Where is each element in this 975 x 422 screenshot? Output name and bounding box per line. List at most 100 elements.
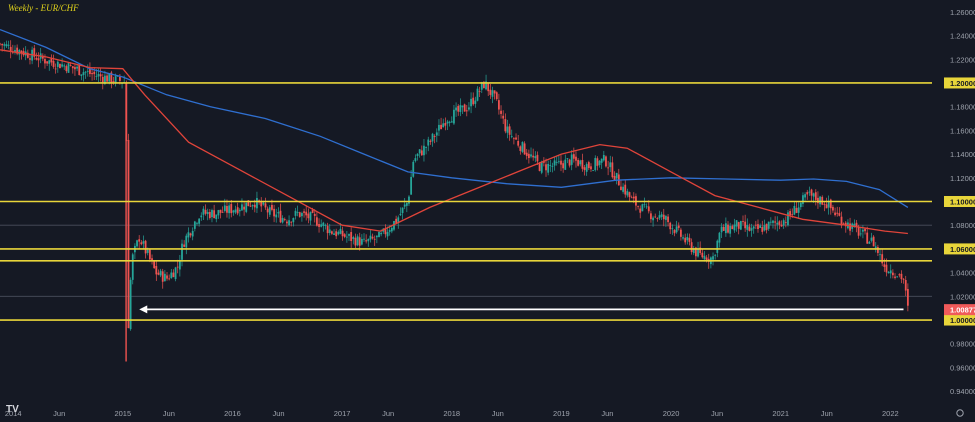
candle	[198, 217, 201, 227]
y-tick-label: 1.24000	[950, 32, 975, 41]
candle	[101, 73, 104, 90]
candle	[667, 213, 669, 227]
candle	[183, 240, 186, 248]
candle-body	[838, 213, 841, 216]
candle	[170, 269, 173, 279]
candle-body	[515, 137, 517, 140]
candle	[221, 206, 224, 213]
candle	[737, 221, 740, 235]
current-price-tag	[944, 304, 975, 316]
candle-body	[667, 216, 669, 223]
candle	[50, 54, 53, 66]
candle-body	[277, 212, 280, 214]
candle-body	[590, 166, 592, 170]
tradingview-logo: TV	[6, 404, 19, 415]
candle-body	[146, 249, 149, 253]
candle	[641, 203, 644, 212]
candle-body	[119, 76, 121, 81]
candle-body	[478, 90, 481, 92]
candle	[840, 211, 843, 229]
candle	[579, 159, 582, 167]
candle	[148, 248, 151, 263]
candle	[889, 264, 892, 279]
candle-body	[682, 237, 684, 239]
candle-body	[223, 205, 226, 211]
candle-body	[632, 196, 635, 199]
candle-body	[288, 220, 290, 226]
candle	[279, 203, 282, 224]
candle-body	[814, 192, 817, 200]
candle	[48, 59, 51, 71]
candle	[189, 232, 192, 238]
candle	[343, 233, 346, 239]
candle-body	[305, 211, 308, 216]
candle	[534, 151, 537, 163]
candle-body	[744, 221, 747, 229]
candle-body	[560, 160, 562, 165]
candle	[789, 208, 792, 220]
candle	[266, 206, 269, 219]
candle	[549, 159, 552, 173]
candle-body	[889, 270, 892, 274]
candle	[260, 197, 263, 212]
candle	[354, 233, 357, 248]
candle	[429, 139, 432, 145]
candle-body	[266, 208, 269, 213]
candle	[838, 207, 841, 217]
candle-body	[656, 218, 659, 219]
candle	[324, 223, 327, 230]
candle	[602, 150, 605, 162]
candle	[780, 220, 783, 227]
y-tick-label: 0.94000	[950, 387, 975, 396]
candle	[720, 223, 723, 238]
candle	[232, 209, 235, 216]
candle-body	[532, 155, 535, 158]
candle-body	[703, 255, 706, 260]
candle	[313, 209, 316, 223]
candle-body	[330, 231, 333, 234]
candle-body	[472, 97, 475, 105]
candle-body	[433, 136, 436, 138]
candle-body	[247, 200, 250, 207]
candle	[356, 234, 359, 247]
candle-body	[894, 276, 896, 278]
candle-body	[283, 219, 286, 221]
candle-body	[562, 163, 565, 169]
candle-body	[350, 232, 353, 242]
x-tick-label: 2019	[553, 409, 570, 418]
candle	[652, 215, 654, 227]
candle-body	[474, 100, 477, 104]
candle	[502, 110, 505, 125]
candle	[352, 235, 355, 245]
candle-body	[176, 266, 179, 268]
candle	[219, 209, 222, 219]
candle	[174, 266, 177, 282]
candle-body	[405, 202, 408, 206]
settings-icon[interactable]	[956, 409, 964, 417]
candle-body	[358, 237, 361, 246]
candle-body	[480, 82, 483, 90]
candle-body	[337, 231, 340, 235]
candle-body	[883, 264, 886, 267]
candle	[294, 207, 297, 220]
candle	[512, 137, 515, 145]
candle-body	[416, 153, 419, 157]
candle	[684, 233, 687, 245]
candle	[476, 86, 479, 102]
candle-body	[249, 205, 252, 207]
candle-body	[778, 221, 781, 225]
candle	[615, 172, 618, 185]
candle-body	[93, 71, 96, 75]
y-tick-label: 1.10000	[950, 198, 975, 207]
candle	[735, 220, 738, 232]
candle-body	[371, 236, 374, 239]
candle-body	[435, 132, 438, 136]
candle-body	[161, 271, 164, 282]
candle	[832, 204, 834, 213]
candle	[384, 224, 387, 238]
candle-body	[485, 81, 487, 90]
candle	[290, 221, 293, 227]
candle-body	[253, 204, 256, 208]
candle-body	[637, 206, 639, 208]
